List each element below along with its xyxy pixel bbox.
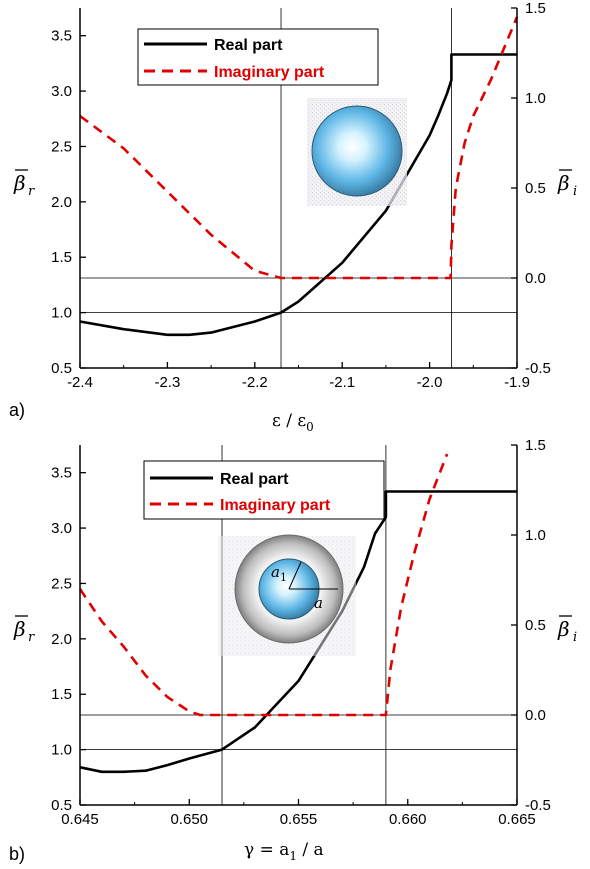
y-left-tick-label: 0.5 — [51, 797, 72, 814]
panel-label-b: b) — [9, 844, 25, 864]
plot-area-b: 0.645 0.650 0.655 0.660 0.665 0.5 1.0 1.5 2.0 2.5… — [51, 437, 551, 828]
core-shell-inset: a1 a — [218, 534, 356, 656]
y-axis-title-right-b: β i — [557, 615, 577, 645]
x-tick-label: 0.665 — [498, 811, 536, 828]
y-left-tick-label: 1.5 — [51, 249, 72, 266]
svg-text:r: r — [28, 630, 35, 645]
x-axis-title-b: γ = a1 / a — [244, 840, 324, 863]
x-tick-label: -2.1 — [329, 374, 355, 391]
y-right-tick-label: 1.0 — [525, 527, 546, 544]
inset-label-inner-radius: a1 — [271, 563, 287, 584]
y-left-tick-label: 1.0 — [51, 305, 72, 322]
y-left-tick-label: 3.0 — [51, 520, 72, 537]
series-real-part — [79, 53, 517, 337]
svg-text:β: β — [557, 171, 570, 195]
svg-text:β: β — [557, 617, 570, 641]
legend-label-imag: Imaginary part — [220, 497, 331, 514]
legend-label-real: Real part — [220, 471, 289, 488]
legend-b: Real part Imaginary part — [143, 460, 385, 520]
x-axis-title-a: ε / ε0 — [272, 411, 314, 434]
sphere-inset — [307, 98, 407, 206]
legend-a: Real part Imaginary part — [137, 28, 379, 86]
y-left-tick-label: 1.0 — [51, 742, 72, 759]
series-imaginary-part — [78, 453, 449, 717]
panel-a: -2.4 -2.3 -2.2 -2.1 -2.0 -1.9 0.5 1.0 1.5 2.0 2.5 3… — [9, 0, 577, 434]
y-left-tick-label: 3.5 — [51, 465, 72, 482]
y-left-tick-label: 1.5 — [51, 686, 72, 703]
inset-label-outer-radius: a — [314, 594, 323, 612]
y-left-tick-label: 3.5 — [51, 28, 72, 45]
y-axis-title-right-a: β i — [557, 169, 577, 199]
y-right-tick-label: 1.5 — [525, 437, 546, 454]
plot-area-a: -2.4 -2.3 -2.2 -2.1 -2.0 -1.9 0.5 1.0 1.5 2.0 2.5 3… — [51, 0, 551, 391]
y-left-tick-label: 0.5 — [51, 360, 72, 377]
x-tick-label: -2.2 — [242, 374, 268, 391]
y-left-tick-label: 2.0 — [51, 631, 72, 648]
x-tick-label: 0.650 — [170, 811, 208, 828]
y-right-tick-label: 0.0 — [525, 707, 546, 724]
y-right-tick-label: 1.0 — [525, 90, 546, 107]
y-right-tick-label: 0.5 — [525, 617, 546, 634]
y-axis-title-left-b: β r — [13, 615, 35, 645]
legend-box — [143, 460, 385, 520]
x-tick-label: 0.655 — [280, 811, 318, 828]
svg-text:β: β — [13, 171, 26, 195]
x-tick-label: 0.660 — [389, 811, 427, 828]
svg-text:r: r — [28, 184, 35, 199]
panel-b: 0.645 0.650 0.655 0.660 0.665 0.5 1.0 1.5 2.0 2.5… — [9, 437, 577, 864]
x-tick-label: -2.4 — [67, 374, 93, 391]
y-left-tick-label: 2.5 — [51, 138, 72, 155]
y-right-tick-label: 1.5 — [525, 0, 546, 17]
y-axis-title-left-a: β r — [13, 169, 35, 199]
x-tick-label: 0.645 — [61, 811, 99, 828]
y-right-tick-label: 0.5 — [525, 180, 546, 197]
svg-text:i: i — [573, 630, 577, 645]
y-right-tick-label: 0.0 — [525, 270, 546, 287]
y-right-tick-label: -0.5 — [525, 360, 551, 377]
legend-box — [137, 28, 379, 86]
series-real-part — [79, 490, 517, 774]
legend-label-imag: Imaginary part — [214, 64, 325, 81]
y-left-tick-label: 3.0 — [51, 83, 72, 100]
legend-label-real: Real part — [214, 37, 283, 54]
series-imaginary-part — [79, 16, 519, 280]
y-right-tick-label: -0.5 — [525, 797, 551, 814]
panel-label-a: a) — [9, 400, 25, 420]
svg-text:β: β — [13, 617, 26, 641]
y-left-tick-label: 2.0 — [51, 194, 72, 211]
y-left-tick-label: 2.5 — [51, 575, 72, 592]
x-tick-label: -2.3 — [154, 374, 180, 391]
x-tick-label: -2.0 — [417, 374, 443, 391]
svg-text:i: i — [573, 184, 577, 199]
x-tick-label: -1.9 — [504, 374, 530, 391]
